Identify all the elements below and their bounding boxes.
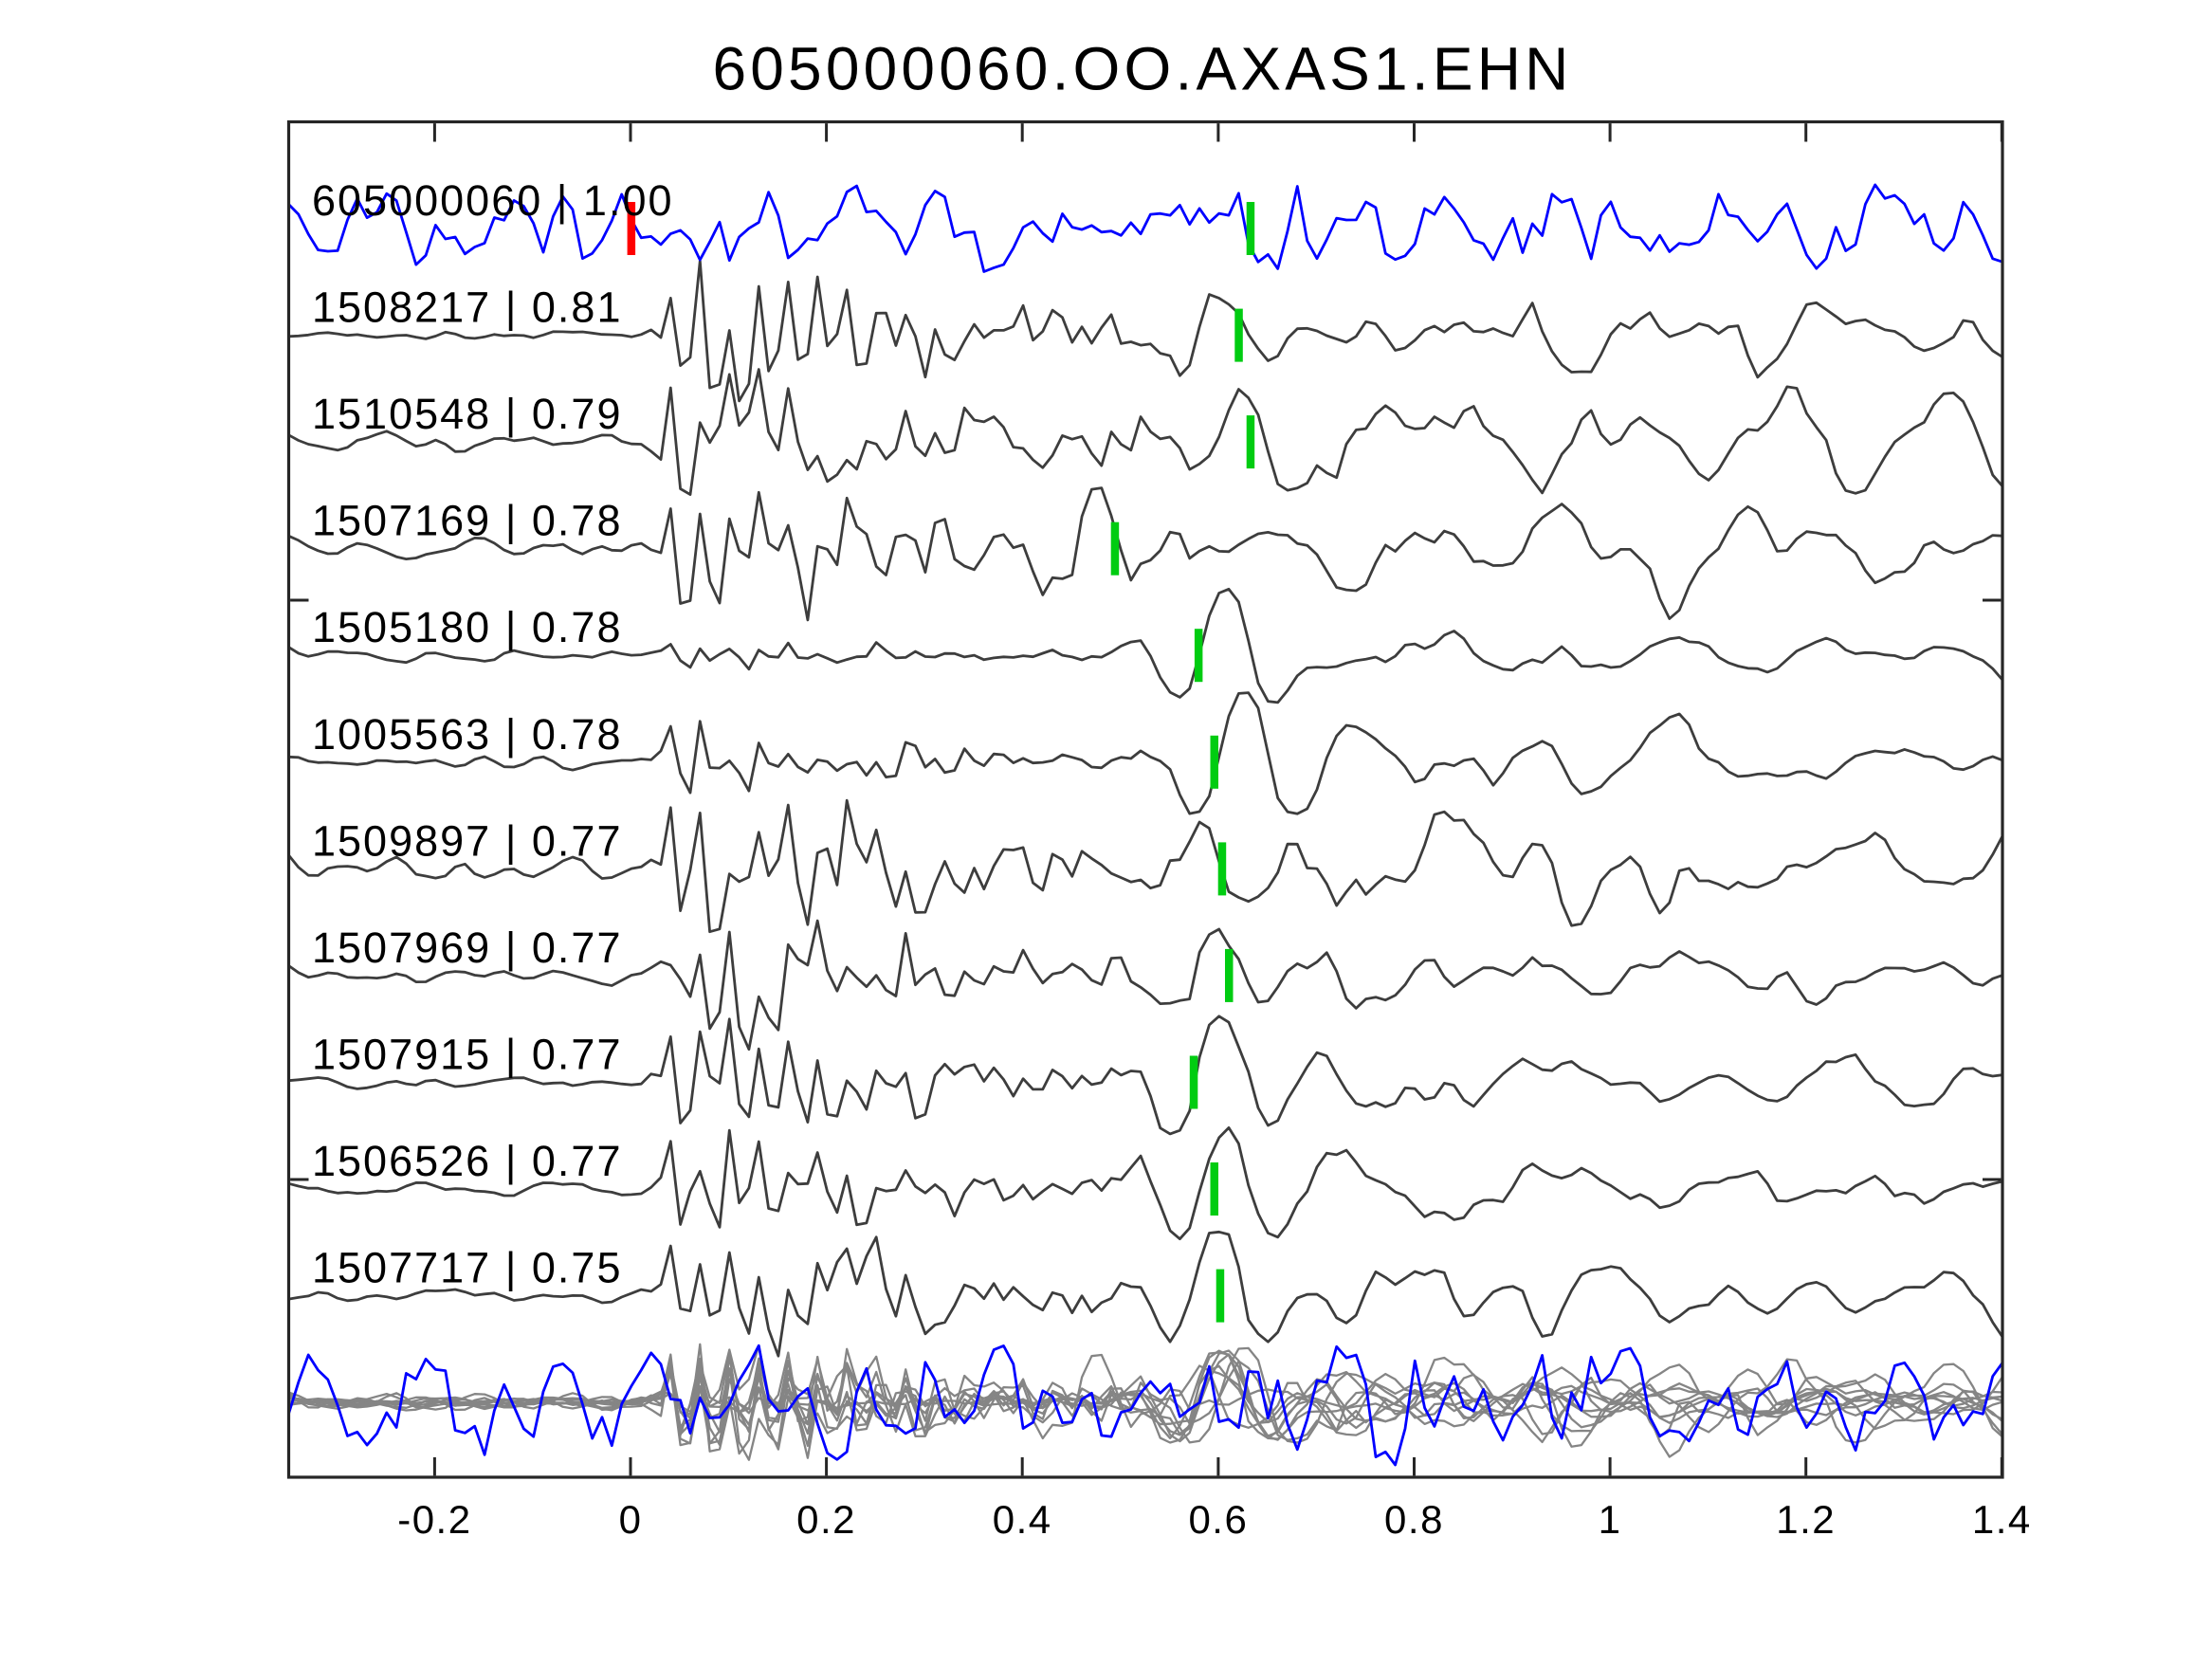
svg-text:605000060 | 1.00: 605000060 | 1.00 <box>312 176 674 225</box>
svg-text:1509897 | 0.77: 1509897 | 0.77 <box>312 816 622 865</box>
svg-text:1005563 | 0.78: 1005563 | 0.78 <box>312 710 622 759</box>
svg-text:1510548 | 0.79: 1510548 | 0.79 <box>312 390 622 438</box>
svg-text:1507169 | 0.78: 1507169 | 0.78 <box>312 497 622 545</box>
svg-text:1507969 | 0.77: 1507969 | 0.77 <box>312 923 622 972</box>
svg-text:1505180 | 0.78: 1505180 | 0.78 <box>312 603 622 651</box>
svg-text:0.4: 0.4 <box>993 1497 1052 1542</box>
svg-text:1.2: 1.2 <box>1776 1497 1836 1542</box>
svg-text:0.6: 0.6 <box>1188 1497 1248 1542</box>
svg-text:605000060.OO.AXAS1.EHN: 605000060.OO.AXAS1.EHN <box>712 35 1572 103</box>
svg-text:1507717 | 0.75: 1507717 | 0.75 <box>312 1244 622 1292</box>
svg-text:0: 0 <box>619 1497 643 1542</box>
svg-text:-0.2: -0.2 <box>397 1497 471 1542</box>
svg-text:0.8: 0.8 <box>1384 1497 1444 1542</box>
svg-text:0.2: 0.2 <box>796 1497 856 1542</box>
svg-text:1: 1 <box>1599 1497 1622 1542</box>
svg-text:1508217 | 0.81: 1508217 | 0.81 <box>312 283 622 332</box>
svg-text:1507915 | 0.77: 1507915 | 0.77 <box>312 1031 622 1079</box>
svg-text:1.4: 1.4 <box>1972 1497 2032 1542</box>
svg-text:1506526 | 0.77: 1506526 | 0.77 <box>312 1137 622 1185</box>
